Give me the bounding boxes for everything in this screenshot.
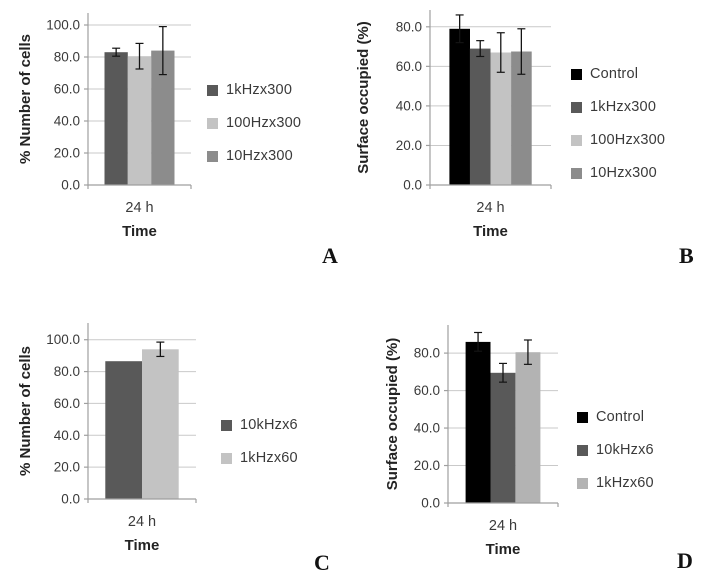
y-axis-title: % Number of cells: [17, 34, 34, 164]
y-tick-label: 60.0: [54, 396, 80, 411]
bar-100Hzx300: [127, 56, 152, 186]
legend-item-1kHzx60: 1kHzx60: [577, 473, 654, 493]
x-axis-title: Time: [122, 223, 157, 240]
y-tick-label: 80.0: [396, 19, 422, 34]
bar-Control: [449, 28, 470, 185]
x-category-label: 24 h: [489, 518, 517, 534]
x-category-label: 24 h: [125, 200, 153, 216]
bar-1kHzx300: [104, 52, 128, 186]
legend-item-1kHzx60: 1kHzx60: [221, 448, 298, 468]
y-tick-label: 100.0: [46, 18, 80, 33]
panel-a: 0.0 20.0 40.0 60.0 80.0 100.0 24 h Time % Number…: [0, 0, 351, 292]
legend-item-10kHzx6: 10kHzx6: [221, 415, 298, 435]
legend-swatch-icon: [577, 411, 588, 423]
legend-item-Control: Control: [571, 64, 665, 84]
bar-1kHzx300: [469, 48, 491, 185]
bar-Control: [465, 341, 491, 503]
legend-swatch-icon: [571, 68, 582, 80]
y-tick-label: 40.0: [54, 114, 80, 129]
x-axis-title: Time: [486, 541, 521, 558]
panel-c: 0.0 20.0 40.0 60.0 80.0 100.0 24 h Time % Number…: [0, 292, 351, 584]
legend-label: 1kHzx60: [240, 450, 298, 466]
x-category-label: 24 h: [476, 200, 504, 216]
bar-10Hzx300: [511, 51, 532, 185]
legend-b: Control 1kHzx300 100Hzx300 10Hzx300: [571, 64, 665, 183]
legend-swatch-icon: [571, 167, 582, 179]
y-tick-label: 60.0: [414, 383, 440, 398]
legend-label: 1kHzx300: [590, 99, 657, 115]
y-tick-label: 0.0: [421, 496, 440, 511]
bar-10Hzx300: [151, 50, 175, 185]
panel-d: 0.0 20.0 40.0 60.0 80.0 24 h Time Surface occup…: [351, 292, 702, 584]
y-tick-label: 80.0: [54, 50, 80, 65]
y-tick-label: 100.0: [46, 332, 80, 347]
y-tick-label: 60.0: [396, 59, 422, 74]
legend-item-100Hzx300: 100Hzx300: [207, 113, 301, 133]
panel-label-a: A: [322, 243, 338, 268]
legend-c: 10kHzx6 1kHzx60: [221, 415, 298, 468]
legend-swatch-icon: [207, 117, 218, 129]
legend-item-10Hzx300: 10Hzx300: [207, 146, 301, 166]
x-category-label: 24 h: [128, 514, 156, 530]
legend-label: 10kHzx6: [596, 442, 654, 458]
bar-1kHzx60: [142, 349, 179, 499]
bar-1kHzx60: [515, 352, 541, 503]
legend-label: 100Hzx300: [590, 132, 666, 148]
y-tick-label: 20.0: [54, 146, 80, 161]
y-tick-label: 0.0: [61, 178, 80, 193]
y-tick-label: 0.0: [61, 492, 80, 507]
legend-swatch-icon: [577, 477, 588, 489]
bar-100Hzx300: [490, 52, 512, 185]
legend-item-10kHzx6: 10kHzx6: [577, 440, 654, 460]
legend-item-1kHzx300: 1kHzx300: [207, 80, 301, 100]
y-tick-label: 40.0: [54, 428, 80, 443]
y-tick-label: 60.0: [54, 82, 80, 97]
legend-item-10Hzx300: 10Hzx300: [571, 163, 665, 183]
legend-swatch-icon: [221, 419, 232, 431]
legend-a: 1kHzx300 100Hzx300 10Hzx300: [207, 80, 301, 166]
y-axis-title: Surface occupied (%): [384, 338, 401, 491]
legend-item-100Hzx300: 100Hzx300: [571, 130, 665, 150]
bar-10kHzx6: [105, 361, 142, 499]
legend-label: 10Hzx300: [226, 148, 293, 164]
legend-item-1kHzx300: 1kHzx300: [571, 97, 665, 117]
bar-chart-b: 0.0 20.0 40.0 60.0 80.0 24 h Time Surface occup…: [355, 10, 552, 240]
y-tick-label: 20.0: [396, 138, 422, 153]
panel-b: 0.0 20.0 40.0 60.0 80.0 24 h Time Surface occup…: [351, 0, 702, 292]
panel-label-d: D: [677, 548, 693, 573]
y-tick-label: 0.0: [403, 178, 422, 193]
legend-label: 1kHzx60: [596, 475, 654, 491]
legend-swatch-icon: [577, 444, 588, 456]
legend-swatch-icon: [221, 452, 232, 464]
legend-label: 10kHzx6: [240, 417, 298, 433]
y-tick-label: 20.0: [54, 460, 80, 475]
panel-label-b: B: [679, 243, 694, 268]
y-tick-label: 80.0: [414, 346, 440, 361]
y-tick-label: 40.0: [414, 421, 440, 436]
legend-item-Control: Control: [577, 407, 654, 427]
legend-label: Control: [596, 409, 645, 425]
x-axis-title: Time: [473, 223, 508, 240]
legend-label: 1kHzx300: [226, 82, 293, 98]
y-tick-label: 40.0: [396, 98, 422, 113]
legend-label: 10Hzx300: [590, 165, 657, 181]
y-tick-label: 80.0: [54, 364, 80, 379]
legend-label: Control: [590, 66, 639, 82]
legend-swatch-icon: [207, 150, 218, 162]
y-axis-title: Surface occupied (%): [355, 21, 372, 174]
legend-swatch-icon: [207, 84, 218, 96]
bar-chart-c: 0.0 20.0 40.0 60.0 80.0 100.0 24 h Time % Number…: [17, 323, 197, 554]
bar-chart-d: 0.0 20.0 40.0 60.0 80.0 24 h Time Surface occup…: [384, 325, 559, 558]
legend-d: Control 10kHzx6 1kHzx60: [577, 407, 654, 493]
legend-swatch-icon: [571, 134, 582, 146]
y-axis-title: % Number of cells: [17, 346, 34, 476]
legend-swatch-icon: [571, 101, 582, 113]
bar-10kHzx6: [490, 372, 516, 503]
legend-label: 100Hzx300: [226, 115, 302, 131]
bar-chart-a: 0.0 20.0 40.0 60.0 80.0 100.0 24 h Time % Number…: [17, 13, 192, 240]
panel-label-c: C: [314, 550, 330, 575]
y-tick-label: 20.0: [414, 458, 440, 473]
x-axis-title: Time: [125, 537, 160, 554]
